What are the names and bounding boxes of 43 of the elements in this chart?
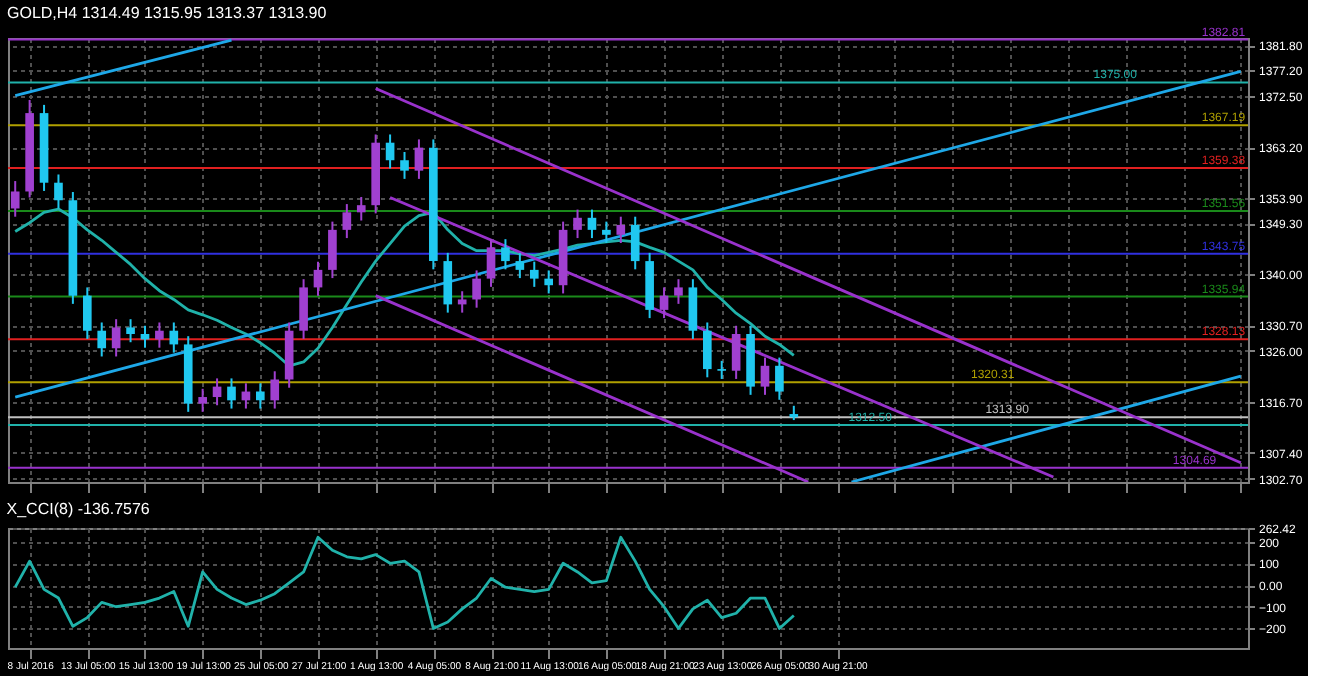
candlestick bbox=[400, 151, 409, 180]
chart-title: X_CCI(8) -136.7576 bbox=[6, 500, 151, 518]
candlestick bbox=[54, 173, 63, 210]
candlestick bbox=[457, 290, 467, 314]
candlestick bbox=[602, 220, 611, 245]
candlestick bbox=[169, 321, 179, 354]
candlestick bbox=[256, 382, 265, 410]
candlestick bbox=[515, 251, 525, 280]
candlestick bbox=[155, 321, 164, 349]
candlestick bbox=[731, 324, 741, 380]
candlestick bbox=[10, 180, 20, 218]
candlestick bbox=[587, 208, 597, 240]
candlestick bbox=[472, 269, 481, 309]
candlestick bbox=[97, 321, 107, 358]
candlestick bbox=[616, 215, 626, 245]
candlestick bbox=[702, 321, 712, 379]
candlestick bbox=[630, 215, 640, 271]
candlestick bbox=[717, 359, 727, 380]
candlestick bbox=[342, 203, 352, 240]
chart-title: GOLD,H4 1314.49 1315.95 1313.37 1313.90 bbox=[7, 3, 328, 22]
candlestick bbox=[760, 356, 770, 396]
candlestick bbox=[356, 195, 366, 222]
candlestick bbox=[501, 238, 510, 271]
candlestick bbox=[414, 138, 424, 180]
candlestick bbox=[82, 286, 92, 340]
candlestick bbox=[659, 286, 669, 320]
line-series bbox=[13, 535, 796, 630]
candlestick bbox=[529, 260, 539, 288]
candlestick bbox=[486, 238, 496, 288]
candlestick bbox=[688, 278, 698, 340]
candlestick bbox=[775, 356, 784, 401]
candlestick bbox=[443, 251, 453, 314]
candlestick bbox=[227, 377, 236, 410]
candlestick bbox=[198, 387, 207, 413]
candlestick bbox=[674, 278, 683, 305]
candlestick bbox=[544, 269, 554, 295]
candlestick bbox=[328, 220, 337, 280]
candlestick bbox=[270, 370, 280, 410]
candlestick bbox=[573, 208, 582, 240]
candlestick bbox=[299, 278, 308, 340]
candlestick bbox=[126, 318, 135, 344]
candlestick bbox=[111, 318, 121, 358]
line-series bbox=[13, 207, 796, 368]
